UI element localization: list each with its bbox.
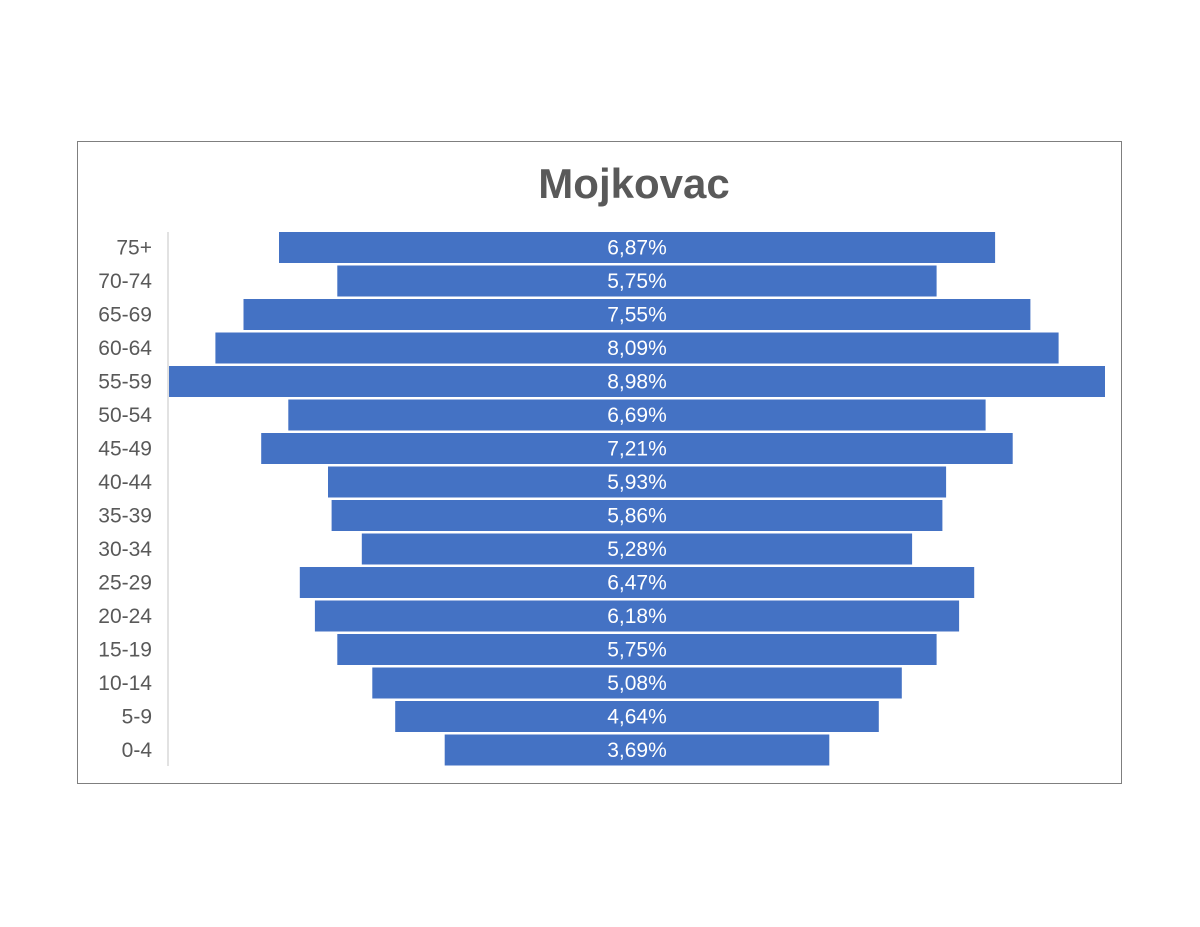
bar-65-69 (243, 299, 1031, 330)
bar-10-14 (372, 667, 902, 699)
data-label: 5,75% (607, 270, 667, 293)
category-label: 25-29 (98, 572, 152, 595)
category-label: 35-39 (98, 505, 152, 528)
category-label: 20-24 (98, 605, 152, 628)
data-label: 5,86% (607, 505, 667, 528)
bar-5-9 (395, 701, 879, 732)
data-label: 8,98% (607, 371, 667, 394)
chart-title: Mojkovac (538, 160, 730, 207)
bar-40-44 (328, 466, 947, 498)
bar-50-54 (288, 399, 986, 431)
data-label: 5,08% (607, 672, 667, 695)
data-label: 6,18% (607, 605, 667, 628)
category-label: 70-74 (98, 270, 152, 293)
bar-60-64 (215, 332, 1059, 364)
category-label: 50-54 (98, 404, 152, 427)
data-label: 8,09% (607, 337, 667, 360)
data-label: 4,64% (607, 706, 667, 729)
data-label: 7,21% (607, 438, 667, 461)
category-label: 5-9 (122, 706, 152, 729)
bar-55-59 (169, 366, 1105, 397)
category-label: 75+ (116, 237, 152, 260)
data-label: 5,28% (607, 538, 667, 561)
category-label: 0-4 (122, 739, 153, 762)
data-label: 3,69% (607, 739, 667, 762)
bar-20-24 (314, 600, 960, 632)
category-label: 65-69 (98, 304, 152, 327)
category-label: 30-34 (98, 538, 152, 561)
category-label: 60-64 (98, 337, 152, 360)
data-label: 6,69% (607, 404, 667, 427)
data-label: 6,47% (607, 572, 667, 595)
data-label: 5,93% (607, 471, 667, 494)
bar-30-34 (361, 533, 913, 565)
data-label: 7,55% (607, 304, 667, 327)
category-label: 55-59 (98, 371, 152, 394)
bar-15-19 (337, 634, 937, 665)
data-label: 6,87% (607, 237, 667, 260)
bars-group: 6,87% 75+ 5,75% 70-74 7,55% 65-69 8,09% 60-64 8,… (98, 232, 1105, 766)
bar-35-39 (331, 500, 943, 531)
category-label: 45-49 (98, 438, 152, 461)
bar-0-4 (444, 734, 830, 766)
bar-45-49 (261, 433, 1013, 464)
data-label: 5,75% (607, 639, 667, 662)
category-label: 15-19 (98, 639, 152, 662)
bar-25-29 (299, 567, 975, 598)
category-label: 40-44 (98, 471, 152, 494)
category-label: 10-14 (98, 672, 152, 695)
bar-75+ (279, 232, 996, 263)
bar-70-74 (337, 265, 937, 297)
